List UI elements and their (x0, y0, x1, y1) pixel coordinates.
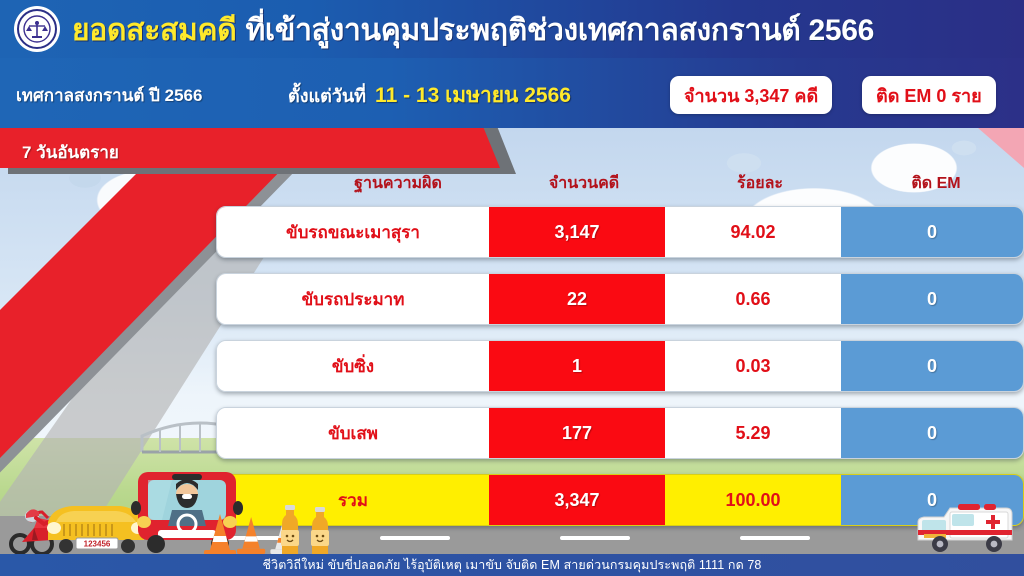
date-prefix: ตั้งแต่วันที่ (288, 85, 367, 106)
festival-label: เทศกาลสงกรานต์ ปี 2566 (16, 80, 202, 110)
cell-offense: ขับรถขณะเมาสุรา (217, 207, 489, 257)
cell-percent: 0.66 (665, 274, 841, 324)
table-row: ขับรถขณะเมาสุรา 3,147 94.02 0 (216, 206, 1024, 258)
cell-em: 0 (841, 408, 1023, 458)
cell-cases: 177 (489, 408, 665, 458)
yellow-car-illustration: 123456 (47, 506, 145, 553)
cell-cases: 1 (489, 341, 665, 391)
cell-em: 0 (841, 274, 1023, 324)
justice-scales-emblem-icon (17, 9, 57, 49)
cell-percent: 94.02 (665, 207, 841, 257)
cell-percent: 100.00 (665, 475, 841, 525)
column-header-cases: จำนวนคดี (548, 174, 620, 192)
road-lane-marking (560, 536, 630, 540)
header-subbar (0, 58, 1024, 128)
page-title: ยอดสะสมคดี ที่เข้าสู่งานคุมประพฤติช่วงเท… (72, 8, 1020, 52)
road-lane-marking (380, 536, 450, 540)
license-plate-text: 123456 (84, 540, 111, 549)
table-row: ขับรถประมาท 22 0.66 0 (216, 273, 1024, 325)
ambulance-illustration (917, 504, 1013, 552)
cell-offense: ขับเสพ (217, 408, 489, 458)
department-logo (14, 6, 60, 52)
cell-em: 0 (841, 207, 1023, 257)
total-cases-badge: จำนวน 3,347 คดี (670, 76, 833, 114)
motorcycle-rider-illustration (9, 509, 54, 556)
footer-text: ชีวิตวิถีใหม่ ขับขี่ปลอดภัย ไร้อุบัติเหต… (262, 558, 762, 572)
cell-offense: รวม (217, 475, 489, 525)
em-count-badge: ติด EM 0 ราย (862, 76, 996, 114)
danger-days-label: 7 วันอันตราย (22, 143, 119, 162)
cell-cases: 3,147 (489, 207, 665, 257)
header-bar (0, 0, 1024, 58)
road-lane-marking (740, 536, 810, 540)
beer-bottle-illustration (281, 505, 329, 556)
column-header-em: ติด EM (911, 174, 961, 192)
cell-percent: 5.29 (665, 408, 841, 458)
table-row: ขับซิ่ง 1 0.03 0 (216, 340, 1024, 392)
cell-offense: ขับรถประมาท (217, 274, 489, 324)
column-header-offense: ฐานความผิด (354, 174, 442, 192)
table-row: ขับเสพ 177 5.29 0 (216, 407, 1024, 459)
cell-cases: 22 (489, 274, 665, 324)
title-highlight: ยอดสะสมคดี (72, 13, 237, 47)
cell-offense: ขับซิ่ง (217, 341, 489, 391)
date-range-group: ตั้งแต่วันที่ 11 - 13 เมษายน 2566 (288, 80, 571, 110)
title-rest: ที่เข้าสู่งานคุมประพฤติช่วงเทศกาลสงกรานต… (245, 13, 875, 47)
cell-percent: 0.03 (665, 341, 841, 391)
date-range: 11 - 13 เมษายน 2566 (375, 83, 571, 107)
column-header-percent: ร้อยละ (737, 174, 783, 192)
cell-em: 0 (841, 341, 1023, 391)
cell-cases: 3,347 (489, 475, 665, 525)
table-column-headers: ฐานความผิด จำนวนคดี ร้อยละ ติด EM (300, 168, 1024, 198)
festival-label-text: เทศกาลสงกรานต์ ปี 2566 (16, 85, 203, 105)
footer-banner: ชีวิตวิถีใหม่ ขับขี่ปลอดภัย ไร้อุบัติเหต… (0, 554, 1024, 576)
